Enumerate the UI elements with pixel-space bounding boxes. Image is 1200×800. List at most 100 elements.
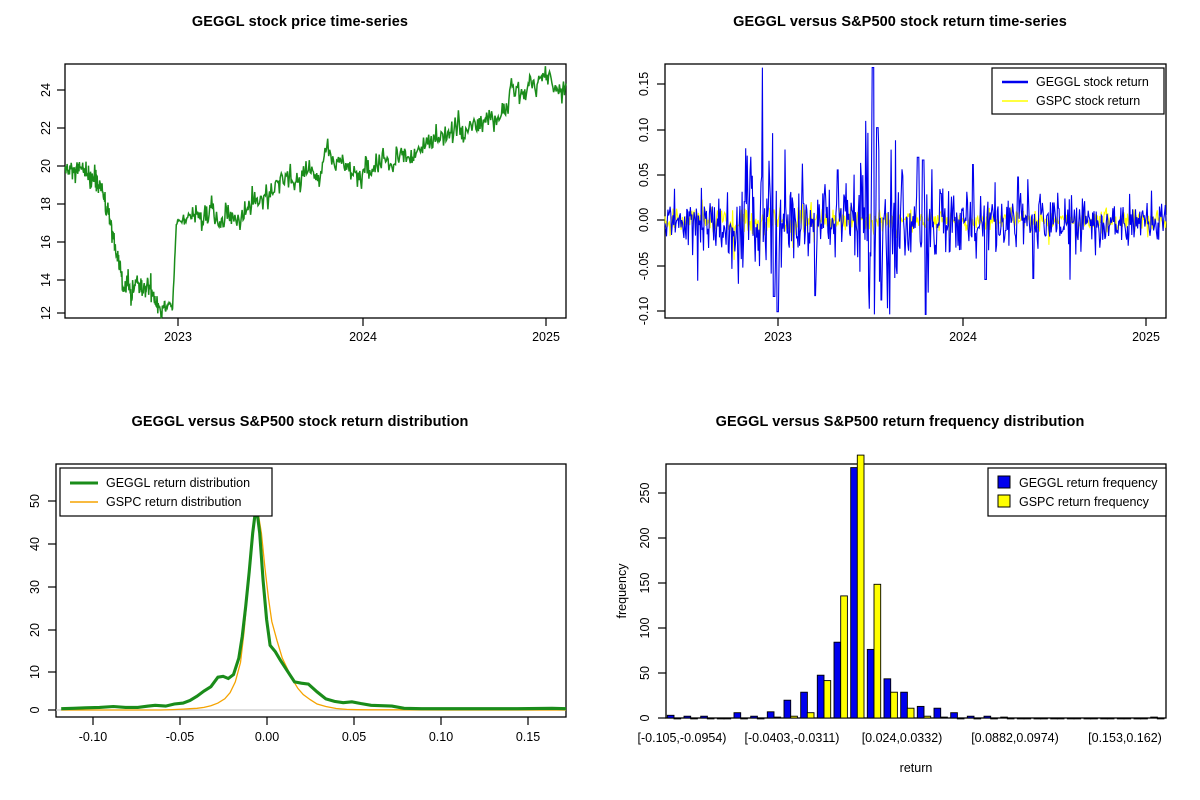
frequency-legend-swatch-geggl: [997, 475, 1011, 489]
frequency-bar: [856, 454, 865, 719]
frequency-bar: [1006, 717, 1015, 720]
frequency-bar: [1023, 717, 1032, 720]
dist-xtick-005: 0.05: [342, 730, 366, 744]
frequency-legend[interactable]: GEGGL return frequency GSPC return frequ…: [987, 467, 1167, 517]
distribution-legend-label-geggl: GEGGL return distribution: [106, 476, 250, 490]
frequency-y-axis-label: frequency: [615, 563, 629, 619]
dist-xtick-015: 0.15: [516, 730, 540, 744]
returns-ytick-015: 0.15: [637, 72, 651, 96]
returns-legend[interactable]: GEGGL stock return GSPC stock return: [991, 67, 1165, 115]
price-x-tick-labels: 2023 2024 2025: [164, 330, 560, 344]
frequency-bar: [1150, 716, 1158, 719]
frequency-bar: [916, 705, 925, 719]
price-ytick-22: 22: [39, 121, 53, 135]
panel-return-frequency: GEGGL versus S&P500 return frequency dis…: [600, 400, 1200, 800]
panel-return-timeseries: GEGGL versus S&P500 stock return time-se…: [600, 0, 1200, 400]
frequency-bar: [783, 699, 792, 719]
frequency-bar: [966, 715, 975, 719]
distribution-y-tick-labels: 50 40 30 20 10 0: [28, 494, 42, 713]
returns-ytick-000: 0.00: [637, 208, 651, 232]
returns-xtick-2024: 2024: [949, 330, 977, 344]
density-line-gspc: [61, 504, 566, 711]
dist-xtick-neg005: -0.05: [166, 730, 195, 744]
distribution-x-ticks: [92, 717, 529, 725]
panel-return-distribution: GEGGL versus S&P500 stock return distrib…: [0, 400, 600, 800]
panel-returns-title: GEGGL versus S&P500 stock return time-se…: [733, 14, 1067, 30]
frequency-bar: [850, 467, 858, 719]
frequency-bar: [873, 583, 882, 719]
frequency-bar: [1106, 717, 1115, 720]
price-xtick-2023: 2023: [164, 330, 192, 344]
panel-price-title: GEGGL stock price time-series: [191, 14, 409, 30]
freq-ytick-50: 50: [638, 666, 652, 680]
price-xtick-2025: 2025: [532, 330, 560, 344]
frequency-bar: [923, 715, 932, 719]
frequency-bar: [890, 691, 898, 719]
price-ytick-14: 14: [39, 273, 53, 287]
frequency-bar: [683, 715, 692, 719]
frequency-bar: [800, 691, 808, 719]
panel-price-timeseries: GEGGL stock price time-series 24 22: [0, 0, 600, 400]
frequency-plot-svg: 0 50 100 150 200 250 frequency [-0.105,-…: [615, 454, 1167, 775]
price-axes: 24 22 20 18 16 14 12 2023 2024 2: [39, 63, 567, 344]
frequency-bar: [1090, 717, 1098, 720]
frequency-bar: [773, 716, 782, 719]
price-plot-frame: [64, 63, 567, 319]
frequency-bar: [1073, 717, 1082, 720]
frequency-bar: [750, 715, 758, 719]
price-x-ticks: [177, 318, 547, 326]
freq-xtick-bin14: [0.024,0.0332): [862, 731, 943, 745]
freq-xtick-bin7: [-0.0403,-0.0311): [745, 731, 840, 745]
price-ytick-18: 18: [39, 197, 53, 211]
density-line-geggl: [61, 504, 567, 711]
frequency-bar: [706, 717, 715, 720]
frequency-legend-swatch-gspc: [997, 494, 1011, 508]
dist-xtick-000: 0.00: [255, 730, 279, 744]
dist-xtick-neg010: -0.10: [79, 730, 108, 744]
frequency-bar: [883, 678, 892, 719]
frequency-y-ticks: [658, 492, 666, 719]
frequency-bar: [983, 715, 992, 719]
dist-ytick-20: 20: [28, 623, 42, 637]
frequency-bar: [900, 691, 908, 719]
frequency-legend-label-gspc: GSPC return frequency: [1019, 495, 1150, 509]
dist-ytick-40: 40: [28, 537, 42, 551]
frequency-axes: 0 50 100 150 200 250 frequency [-0.105,-…: [615, 463, 1167, 775]
frequency-bar: [1033, 717, 1042, 720]
frequency-bar: [940, 716, 948, 719]
returns-plot-svg: 0.15 0.10 0.05 0.00 -0.05 -0.10 2023 202…: [637, 63, 1167, 344]
frequency-bar: [990, 717, 998, 720]
freq-ytick-0: 0: [638, 714, 652, 721]
price-series-layer: [64, 66, 567, 319]
frequency-x-tick-labels: [-0.105,-0.0954) [-0.0403,-0.0311) [0.02…: [638, 731, 1162, 745]
price-y-ticks: [57, 89, 65, 314]
frequency-bar: [1066, 717, 1075, 720]
freq-xtick-bin21: [0.0882,0.0974): [971, 731, 1059, 745]
frequency-bar: [1040, 717, 1048, 720]
dist-ytick-0: 0: [28, 706, 42, 713]
dist-ytick-10: 10: [28, 665, 42, 679]
frequency-bar: [816, 674, 825, 719]
frequency-bar: [1133, 717, 1142, 720]
returns-plot-frame: [664, 63, 1167, 319]
distribution-series-layer: [61, 504, 567, 711]
dist-xtick-010: 0.10: [429, 730, 453, 744]
frequency-bar: [840, 595, 848, 719]
frequency-bar: [1000, 716, 1008, 719]
returns-xtick-2025: 2025: [1132, 330, 1160, 344]
distribution-legend[interactable]: GEGGL return distribution GSPC return di…: [59, 467, 273, 517]
price-ytick-20: 20: [39, 159, 53, 173]
returns-series-layer: [664, 67, 1167, 315]
frequency-bar: [1100, 717, 1108, 720]
returns-y-tick-labels: 0.15 0.10 0.05 0.00 -0.05 -0.10: [637, 72, 651, 325]
frequency-x-axis-label: return: [900, 761, 933, 775]
frequency-bar: [1116, 717, 1125, 720]
freq-ytick-150: 150: [638, 573, 652, 594]
frequency-bar: [700, 715, 708, 719]
frequency-bar: [950, 712, 958, 719]
frequency-bar: [833, 641, 842, 719]
returns-ytick-neg005: -0.05: [637, 252, 651, 281]
returns-legend-label-gspc: GSPC stock return: [1036, 94, 1140, 108]
price-xtick-2024: 2024: [349, 330, 377, 344]
